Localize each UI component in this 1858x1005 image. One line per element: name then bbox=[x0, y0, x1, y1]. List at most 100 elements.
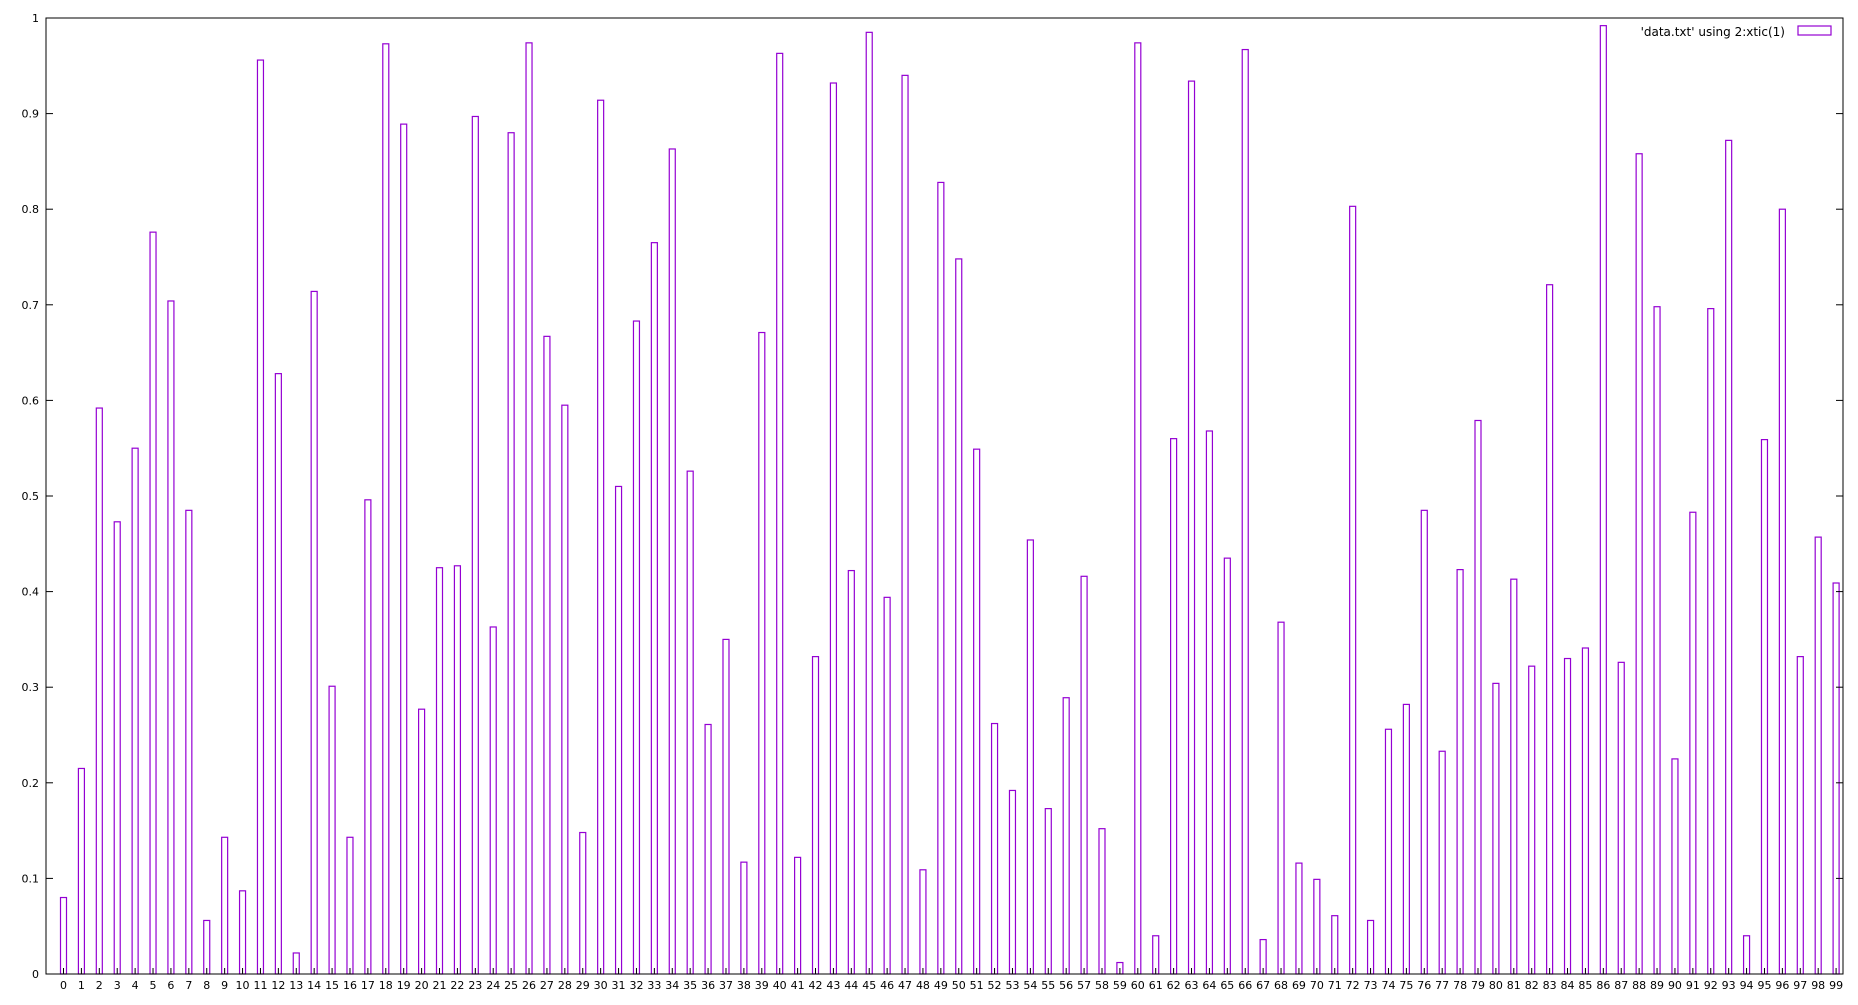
x-tick-label: 95 bbox=[1757, 979, 1771, 992]
y-tick-label: 0.4 bbox=[22, 586, 40, 599]
bar bbox=[1599, 25, 1607, 975]
bar bbox=[1331, 915, 1339, 975]
y-tick-label: 0.2 bbox=[22, 777, 40, 790]
bar bbox=[1402, 703, 1410, 975]
bar bbox=[1581, 647, 1590, 975]
bar bbox=[1366, 919, 1375, 975]
x-tick-label: 55 bbox=[1041, 979, 1055, 992]
x-tick-label: 7 bbox=[185, 979, 192, 992]
x-tick-label: 28 bbox=[558, 979, 572, 992]
x-tick-label: 12 bbox=[271, 979, 285, 992]
x-tick-label: 83 bbox=[1543, 979, 1557, 992]
y-tick-label: 0 bbox=[32, 968, 39, 981]
bar bbox=[1725, 139, 1733, 975]
x-tick-label: 76 bbox=[1417, 979, 1431, 992]
x-tick-label: 10 bbox=[236, 979, 250, 992]
bar bbox=[203, 919, 211, 975]
bars-layer bbox=[59, 25, 1840, 975]
legend: 'data.txt' using 2:xtic(1) bbox=[1641, 25, 1832, 39]
bar bbox=[811, 656, 820, 975]
x-tick-label: 57 bbox=[1077, 979, 1091, 992]
y-axis: 0 0.1 0.2 0.3 0.4 0.5 0.6 0.7 0.8 0.9 1 bbox=[22, 12, 1843, 981]
x-tick-label: 24 bbox=[486, 979, 500, 992]
x-tick-label: 64 bbox=[1202, 979, 1216, 992]
x-tick-label: 71 bbox=[1328, 979, 1342, 992]
bar bbox=[1456, 569, 1464, 975]
x-tick-label: 99 bbox=[1829, 979, 1843, 992]
x-tick-label: 94 bbox=[1740, 979, 1754, 992]
x-tick-label: 85 bbox=[1578, 979, 1592, 992]
x-tick-label: 49 bbox=[934, 979, 948, 992]
x-tick-label: 19 bbox=[397, 979, 411, 992]
bar bbox=[1080, 575, 1088, 975]
bar bbox=[632, 320, 641, 975]
y-tick-label: 0.1 bbox=[22, 872, 40, 885]
x-tick-label: 44 bbox=[844, 979, 858, 992]
bar bbox=[1671, 758, 1679, 975]
x-tick-label: 58 bbox=[1095, 979, 1109, 992]
bar bbox=[1134, 42, 1142, 975]
bar bbox=[829, 82, 838, 975]
x-axis: 0 1 2 3 4 5 6 7 8 9 10 11 12 13 14 15 16 17 18 19 20 21 22 23 24… bbox=[60, 968, 1843, 992]
bar bbox=[1170, 438, 1178, 975]
x-tick-label: 67 bbox=[1256, 979, 1270, 992]
bar bbox=[1707, 308, 1715, 975]
x-tick-label: 18 bbox=[379, 979, 393, 992]
x-tick-label: 50 bbox=[952, 979, 966, 992]
bar bbox=[1546, 284, 1554, 975]
bar bbox=[221, 836, 229, 975]
x-tick-label: 45 bbox=[862, 979, 876, 992]
bar bbox=[758, 331, 766, 975]
bar bbox=[865, 31, 873, 975]
bar bbox=[1617, 661, 1625, 975]
x-tick-label: 89 bbox=[1650, 979, 1664, 992]
x-tick-label: 53 bbox=[1005, 979, 1019, 992]
bar bbox=[722, 638, 730, 975]
bar bbox=[185, 509, 193, 975]
bar bbox=[973, 448, 981, 975]
x-tick-label: 2 bbox=[96, 979, 103, 992]
x-tick-label: 38 bbox=[737, 979, 751, 992]
x-tick-label: 5 bbox=[150, 979, 157, 992]
bar bbox=[1026, 539, 1034, 975]
x-tick-label: 68 bbox=[1274, 979, 1288, 992]
bar bbox=[149, 231, 157, 975]
bar bbox=[704, 723, 712, 975]
x-tick-label: 37 bbox=[719, 979, 733, 992]
x-tick-label: 63 bbox=[1185, 979, 1199, 992]
bar bbox=[543, 335, 551, 975]
bar bbox=[59, 896, 68, 975]
bar bbox=[364, 499, 372, 975]
bar bbox=[1295, 862, 1303, 975]
x-tick-label: 82 bbox=[1525, 979, 1539, 992]
x-tick-label: 72 bbox=[1346, 979, 1360, 992]
x-tick-label: 11 bbox=[253, 979, 267, 992]
x-tick-label: 36 bbox=[701, 979, 715, 992]
bar bbox=[1760, 439, 1769, 975]
bar bbox=[77, 767, 86, 975]
y-tick-label: 1 bbox=[32, 12, 39, 25]
x-tick-label: 98 bbox=[1811, 979, 1825, 992]
bar bbox=[955, 258, 963, 975]
x-tick-label: 30 bbox=[594, 979, 608, 992]
x-tick-label: 27 bbox=[540, 979, 554, 992]
x-tick-label: 66 bbox=[1238, 979, 1252, 992]
x-tick-label: 22 bbox=[450, 979, 464, 992]
bar bbox=[1420, 509, 1428, 975]
x-tick-label: 8 bbox=[203, 979, 210, 992]
x-tick-label: 29 bbox=[576, 979, 590, 992]
bar bbox=[597, 99, 605, 975]
bar bbox=[1223, 557, 1231, 975]
bar bbox=[1510, 578, 1518, 975]
bar bbox=[489, 626, 497, 975]
x-tick-label: 96 bbox=[1775, 979, 1789, 992]
bar bbox=[418, 708, 426, 975]
y-tick-label: 0.3 bbox=[22, 681, 40, 694]
x-tick-label: 65 bbox=[1220, 979, 1234, 992]
x-tick-label: 87 bbox=[1614, 979, 1628, 992]
x-tick-label: 20 bbox=[415, 979, 429, 992]
bar bbox=[1062, 697, 1070, 975]
x-tick-label: 77 bbox=[1435, 979, 1449, 992]
